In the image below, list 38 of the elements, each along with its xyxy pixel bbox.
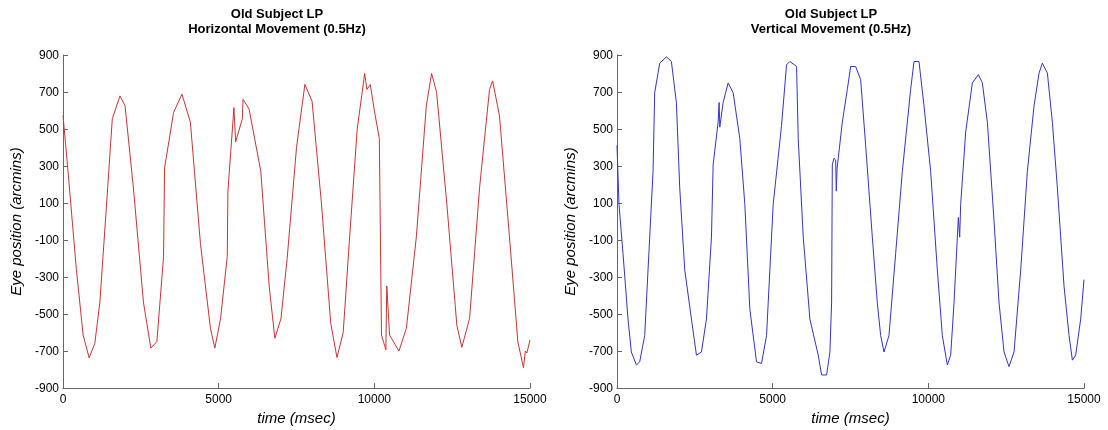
y-tick-label: 100	[592, 196, 614, 211]
y-tick-label: -100	[588, 233, 614, 248]
y-tick-label: 900	[38, 48, 60, 62]
chart-subtitle: Vertical Movement (0.5Hz)	[750, 21, 912, 36]
y-tick-label: 700	[38, 85, 60, 100]
y-tick-label: -100	[34, 233, 60, 248]
x-tick-label: 10000	[357, 392, 392, 407]
x-tick-label: 5000	[759, 392, 787, 407]
y-tick-label: -300	[588, 270, 614, 285]
y-tick-label: 300	[38, 159, 60, 174]
y-tick-label: -900	[588, 381, 614, 396]
x-tick-label: 15000	[513, 392, 548, 407]
line-series	[62, 73, 531, 369]
y-tick-label: -300	[34, 270, 60, 285]
y-tick-label: 700	[592, 85, 614, 100]
y-tick-label: 300	[592, 159, 614, 174]
y-tick-label: 900	[592, 48, 614, 62]
y-tick-label: -500	[588, 307, 614, 322]
y-tick-label: 500	[592, 122, 614, 137]
y-tick-label: 500	[38, 122, 60, 137]
x-tick-label: 0	[613, 392, 621, 407]
y-tick-label: -500	[34, 307, 60, 322]
x-tick-label: 5000	[205, 392, 233, 407]
x-axis-title: time (msec)	[257, 409, 336, 426]
chart-title: Old Subject LP	[230, 6, 324, 21]
y-tick-label: -700	[588, 344, 614, 359]
chart-subtitle: Horizontal Movement (0.5Hz)	[188, 21, 366, 36]
chart-title: Old Subject LP	[784, 6, 878, 21]
x-tick-label: 15000	[1067, 392, 1102, 407]
y-tick-label: -700	[34, 344, 60, 359]
x-tick-label: 0	[59, 392, 67, 407]
y-axis-title: Eye position (arcmins)	[561, 147, 578, 296]
y-axis-title: Eye position (arcmins)	[7, 147, 24, 296]
x-axis-title: time (msec)	[811, 409, 890, 426]
x-tick-label: 10000	[911, 392, 946, 407]
y-tick-label: -900	[34, 381, 60, 396]
y-tick-label: 100	[38, 196, 60, 211]
line-series	[616, 56, 1085, 376]
